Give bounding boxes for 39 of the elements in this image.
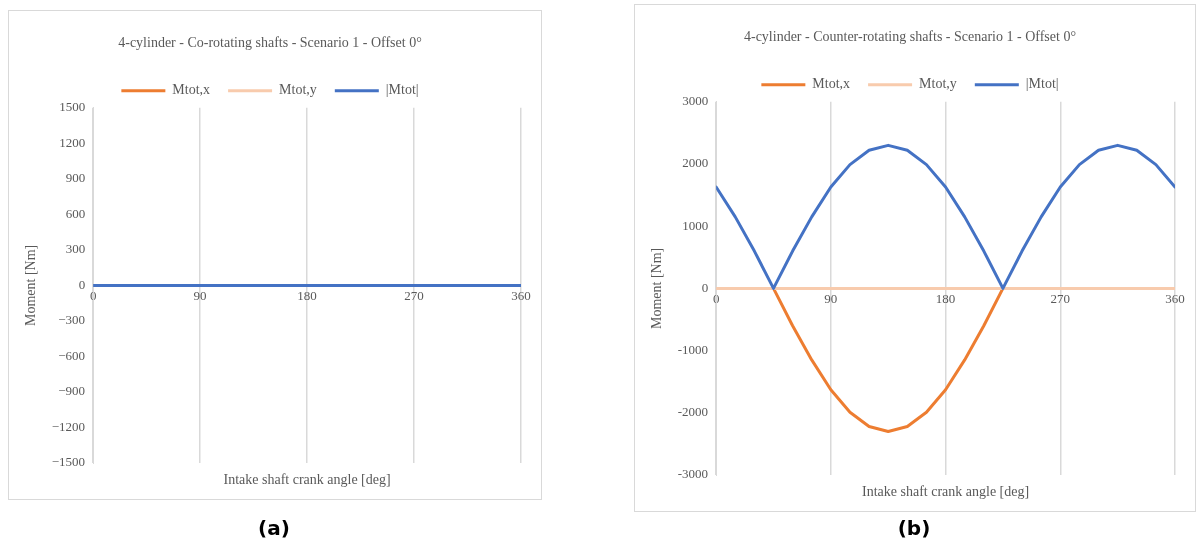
x-tick-label: 90 <box>193 287 207 303</box>
legend-label: Mtot,y <box>279 82 317 98</box>
y-axis-title: Moment [Nm] <box>23 244 39 327</box>
y-tick-label: 0 <box>78 276 86 292</box>
y-tick-label: -2000 <box>677 404 709 420</box>
y-tick-label: 3000 <box>682 93 709 109</box>
chart-title: 4-cylinder - Co-rotating shafts - Scenario 1 - Offset 0° <box>118 35 422 51</box>
y-tick-label: −600 <box>58 347 86 363</box>
y-tick-label: −1200 <box>51 418 86 434</box>
y-tick-label: -1000 <box>677 342 709 358</box>
y-tick-label: 1200 <box>59 134 86 150</box>
x-tick-label: 180 <box>935 290 956 306</box>
x-tick-label: 180 <box>297 287 317 303</box>
legend-label: Mtot,y <box>919 76 957 92</box>
text: (a) <box>257 516 291 540</box>
y-tick-label: 1500 <box>59 99 86 115</box>
y-tick-label: 2000 <box>682 155 709 171</box>
y-tick-label: −1500 <box>51 454 86 470</box>
y-tick-label: 300 <box>65 241 86 257</box>
x-axis-title: Intake shaft crank angle [deg] <box>223 471 391 487</box>
y-axis-title: Moment [Nm] <box>649 247 665 330</box>
y-tick-label: 900 <box>65 170 86 186</box>
chart-title: 4-cylinder - Counter-rotating shafts - Scenario 1 - Offset 0° <box>743 29 1077 45</box>
x-tick-label: 270 <box>1050 290 1071 306</box>
x-tick-label: 360 <box>1165 290 1185 306</box>
y-tick-label: 600 <box>65 205 86 221</box>
x-axis-title: Intake shaft crank angle [deg] <box>861 483 1030 499</box>
legend-label: |Mtot| <box>385 82 419 98</box>
text: (b) <box>896 516 932 540</box>
legend-label: Mtot,x <box>172 82 211 98</box>
y-tick-label: 1000 <box>682 217 709 233</box>
x-tick-label: 360 <box>511 287 531 303</box>
y-tick-label: −900 <box>58 383 86 399</box>
y-tick-label: -3000 <box>677 466 709 482</box>
x-tick-label: 270 <box>404 287 424 303</box>
legend-label: Mtot,x <box>812 76 851 92</box>
legend-label: |Mtot| <box>1025 76 1059 92</box>
y-tick-label: −300 <box>58 312 86 328</box>
x-tick-label: 90 <box>824 290 838 306</box>
